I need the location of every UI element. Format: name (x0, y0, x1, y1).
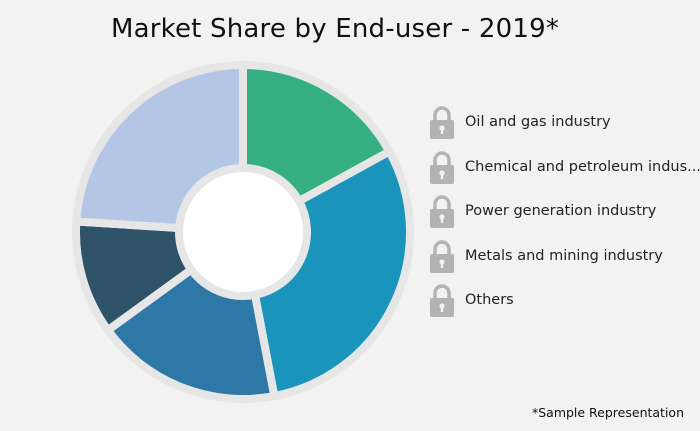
legend-label: Chemical and petroleum indus... (465, 158, 700, 175)
legend-item-others: Others (428, 278, 700, 323)
lock-icon (430, 106, 454, 140)
legend-item-metals-and-mining: Metals and mining industry (428, 234, 700, 279)
legend-item-power-generation: Power generation industry (428, 189, 700, 234)
donut-slice-chemical-and-petroleum (250, 146, 414, 401)
legend-item-chemical-and-petroleum: Chemical and petroleum indus... (428, 145, 700, 190)
legend: Oil and gas industry Chemical and petrol… (428, 100, 700, 323)
legend-label: Oil and gas industry (465, 114, 611, 131)
donut-slice-others (72, 60, 247, 233)
lock-icon (430, 284, 454, 318)
lock-icon (430, 151, 454, 184)
footnote: *Sample Representation (531, 405, 684, 420)
legend-item-oil-and-gas: Oil and gas industry (428, 100, 700, 145)
legend-label: Metals and mining industry (465, 247, 663, 264)
donut-hole (183, 172, 303, 292)
legend-label: Power generation industry (465, 203, 657, 220)
lock-icon (430, 240, 454, 273)
lock-icon (430, 195, 454, 229)
donut-chart (72, 60, 414, 403)
chart-title: Market Share by End-user - 2019* (110, 14, 560, 44)
legend-label: Others (465, 292, 514, 309)
